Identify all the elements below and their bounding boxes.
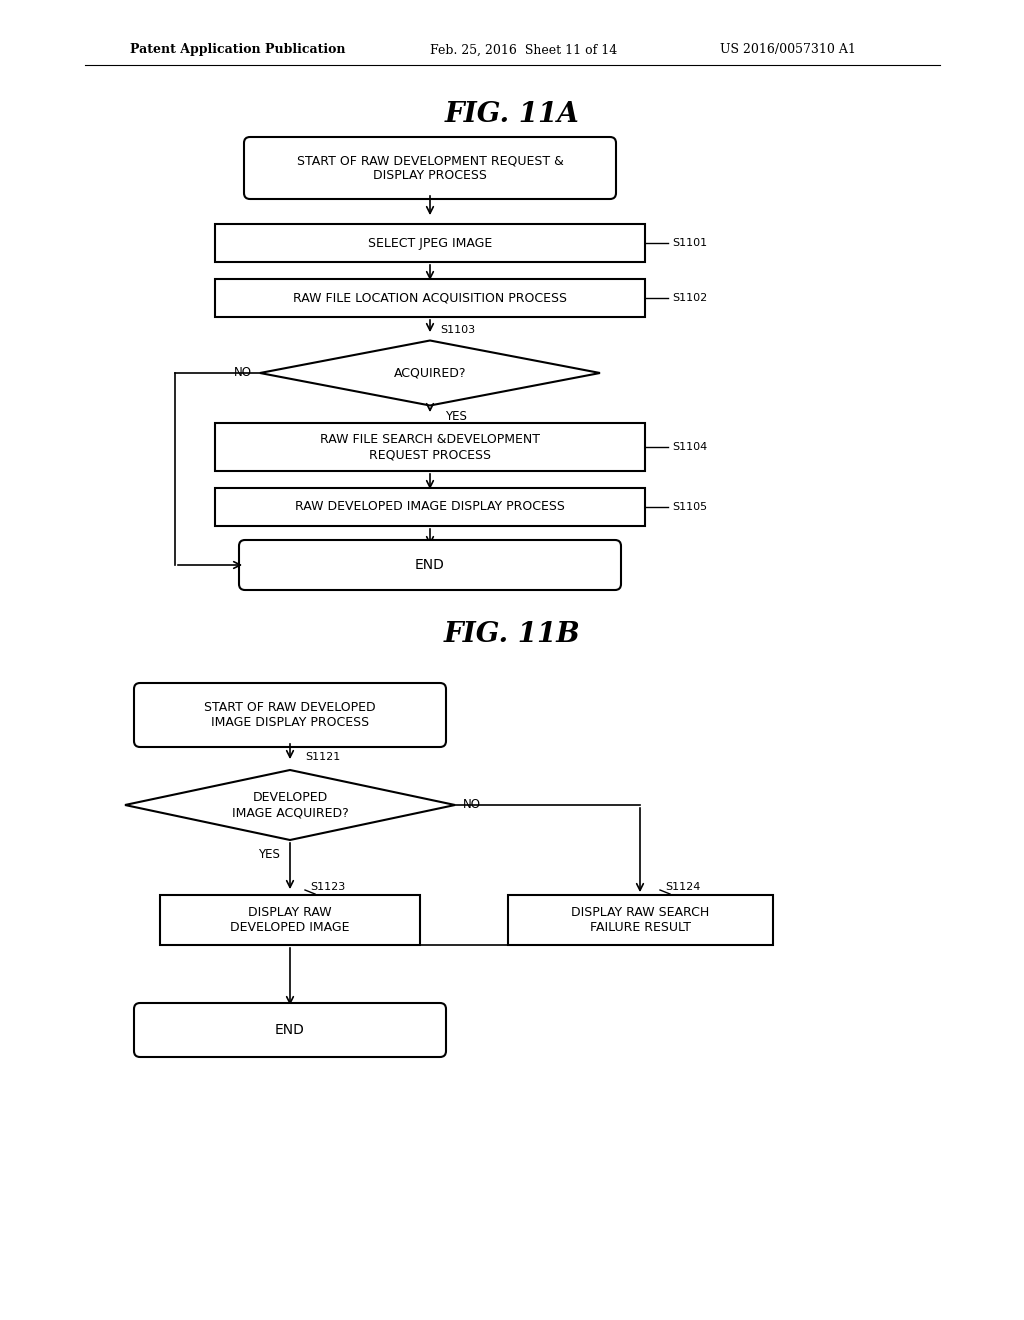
Text: RAW FILE SEARCH &DEVELOPMENT
REQUEST PROCESS: RAW FILE SEARCH &DEVELOPMENT REQUEST PRO… [319, 433, 540, 461]
Bar [215, 279, 645, 317]
Text: S1101: S1101 [672, 238, 708, 248]
Text: S1105: S1105 [672, 502, 708, 512]
Polygon shape [260, 341, 600, 405]
FancyBboxPatch shape [239, 540, 621, 590]
Text: Feb. 25, 2016  Sheet 11 of 14: Feb. 25, 2016 Sheet 11 of 14 [430, 44, 617, 57]
Text: NO: NO [463, 799, 481, 812]
Polygon shape [125, 770, 455, 840]
Text: RAW DEVELOPED IMAGE DISPLAY PROCESS: RAW DEVELOPED IMAGE DISPLAY PROCESS [295, 500, 565, 513]
FancyBboxPatch shape [134, 1003, 446, 1057]
Bar [215, 224, 645, 261]
Text: S1104: S1104 [672, 442, 708, 451]
Bar [215, 422, 645, 471]
Text: S1102: S1102 [672, 293, 708, 304]
FancyBboxPatch shape [244, 137, 616, 199]
Text: FIG. 11B: FIG. 11B [443, 622, 581, 648]
Text: SELECT JPEG IMAGE: SELECT JPEG IMAGE [368, 236, 493, 249]
Text: YES: YES [258, 847, 280, 861]
FancyBboxPatch shape [134, 682, 446, 747]
Text: START OF RAW DEVELOPED
IMAGE DISPLAY PROCESS: START OF RAW DEVELOPED IMAGE DISPLAY PRO… [204, 701, 376, 729]
Text: START OF RAW DEVELOPMENT REQUEST &
DISPLAY PROCESS: START OF RAW DEVELOPMENT REQUEST & DISPL… [297, 154, 563, 182]
Bar [160, 895, 420, 945]
Text: FIG. 11A: FIG. 11A [444, 102, 580, 128]
Bar [508, 895, 772, 945]
Text: END: END [415, 558, 445, 572]
Text: S1124: S1124 [665, 882, 700, 892]
Text: S1103: S1103 [440, 325, 475, 335]
Text: NO: NO [234, 367, 252, 380]
Text: ACQUIRED?: ACQUIRED? [394, 367, 466, 380]
Text: DEVELOPED
IMAGE ACQUIRED?: DEVELOPED IMAGE ACQUIRED? [231, 791, 348, 818]
Text: RAW FILE LOCATION ACQUISITION PROCESS: RAW FILE LOCATION ACQUISITION PROCESS [293, 292, 567, 305]
Text: DISPLAY RAW SEARCH
FAILURE RESULT: DISPLAY RAW SEARCH FAILURE RESULT [570, 906, 710, 935]
Text: S1121: S1121 [305, 752, 340, 762]
Text: US 2016/0057310 A1: US 2016/0057310 A1 [720, 44, 856, 57]
Text: Patent Application Publication: Patent Application Publication [130, 44, 345, 57]
Text: YES: YES [445, 411, 467, 424]
Text: S1123: S1123 [310, 882, 345, 892]
Bar [215, 488, 645, 525]
Text: DISPLAY RAW
DEVELOPED IMAGE: DISPLAY RAW DEVELOPED IMAGE [230, 906, 350, 935]
Text: END: END [275, 1023, 305, 1038]
